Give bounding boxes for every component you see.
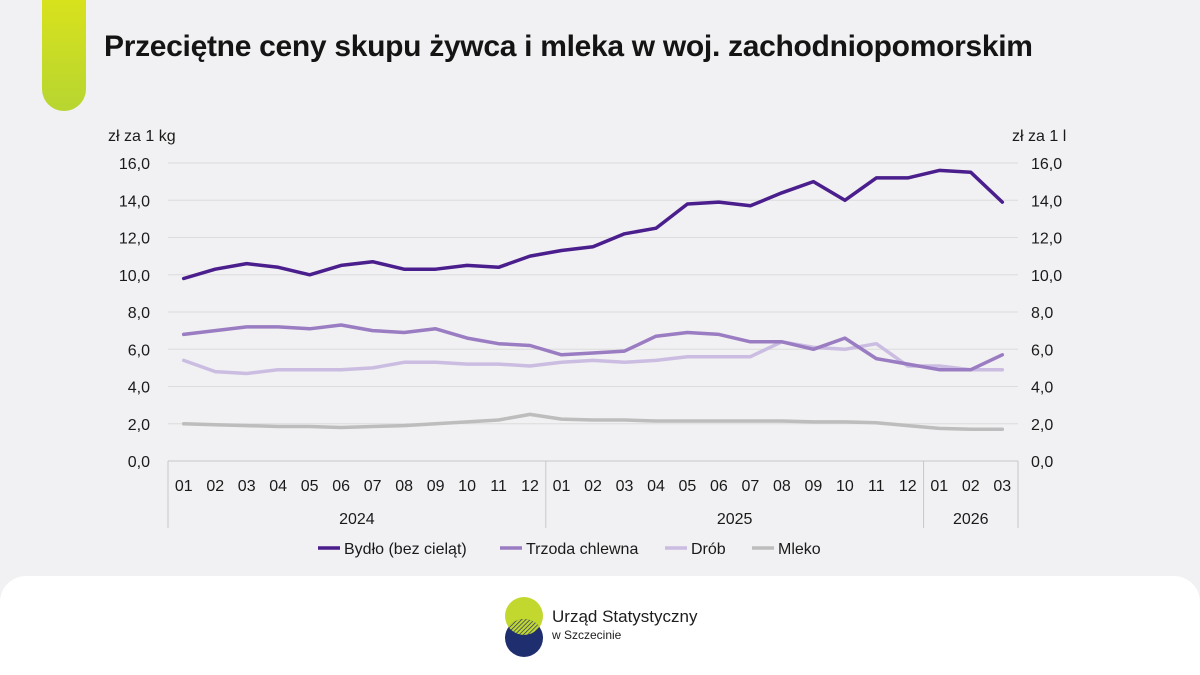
x-tick-label: 05 [301, 478, 319, 495]
x-tick-label: 08 [395, 478, 413, 495]
y-axis-label-right: zł za 1 l [1012, 128, 1066, 145]
series-line [181, 412, 1005, 432]
x-tick-label: 02 [584, 478, 602, 495]
x-tick-label: 07 [364, 478, 382, 495]
y-tick-label-left: 6,0 [128, 342, 150, 359]
x-tick-label: 03 [616, 478, 634, 495]
footer: Urząd Statystyczny w Szczecinie [0, 576, 1200, 675]
x-tick-label: 12 [521, 478, 539, 495]
year-label: 2024 [339, 511, 375, 528]
y-tick-label-left: 14,0 [119, 193, 150, 210]
y-tick-label-left: 2,0 [128, 417, 150, 434]
x-tick-label: 03 [238, 478, 256, 495]
chart-title: Przeciętne ceny skupu żywca i mleka w wo… [104, 30, 1033, 63]
y-tick-label-left: 0,0 [128, 454, 150, 471]
x-tick-label: 05 [679, 478, 697, 495]
y-tick-label-right: 16,0 [1031, 156, 1062, 173]
y-tick-label-right: 0,0 [1031, 454, 1053, 471]
accent-tab [42, 0, 86, 111]
x-tick-label: 03 [993, 478, 1011, 495]
x-tick-label: 12 [899, 478, 917, 495]
x-tick-label: 10 [458, 478, 476, 495]
year-label: 2026 [953, 511, 989, 528]
year-label: 2025 [717, 511, 753, 528]
legend: Bydło (bez cieląt) Trzoda chlewna Drób Mlek… [318, 541, 821, 558]
x-tick-label: 06 [710, 478, 728, 495]
y-tick-label-left: 16,0 [119, 156, 150, 173]
y-tick-label-left: 4,0 [128, 380, 150, 397]
legend-label: Drób [691, 541, 726, 558]
x-tick-label: 11 [868, 478, 885, 495]
series-line [181, 323, 1005, 372]
series-line [181, 340, 1005, 376]
logo-city: w Szczecinie [552, 628, 622, 642]
x-tick-label: 10 [836, 478, 854, 495]
logo-name: Urząd Statystyczny [552, 607, 698, 626]
line-chart: 0,0 0,0 2,0 2,0 4,0 4,0 6,0 6,0 8,0 8,0 10,0 10,0 12… [108, 128, 1066, 558]
x-tick-label: 08 [773, 478, 791, 495]
x-tick-label: 09 [427, 478, 445, 495]
x-tick-label: 04 [269, 478, 287, 495]
x-tick-label: 07 [742, 478, 760, 495]
y-tick-label-right: 6,0 [1031, 342, 1053, 359]
x-tick-label: 02 [962, 478, 980, 495]
series-line [181, 168, 1005, 281]
y-tick-label-right: 4,0 [1031, 380, 1053, 397]
x-tick-label: 01 [930, 478, 948, 495]
x-tick-label: 09 [804, 478, 822, 495]
y-tick-label-right: 2,0 [1031, 417, 1053, 434]
x-tick-label: 06 [332, 478, 350, 495]
logo-mark-icon [505, 597, 543, 657]
y-tick-label-right: 14,0 [1031, 193, 1062, 210]
y-tick-label-left: 8,0 [128, 305, 150, 322]
y-tick-label-right: 8,0 [1031, 305, 1053, 322]
y-tick-label-left: 12,0 [119, 231, 150, 248]
x-tick-label: 01 [175, 478, 193, 495]
legend-label: Bydło (bez cieląt) [344, 541, 467, 558]
x-tick-label: 02 [206, 478, 224, 495]
logo: Urząd Statystyczny w Szczecinie [500, 594, 710, 658]
legend-label: Mleko [778, 541, 821, 558]
x-tick-label: 01 [553, 478, 571, 495]
x-tick-label: 04 [647, 478, 665, 495]
legend-label: Trzoda chlewna [526, 541, 638, 558]
y-tick-label-right: 12,0 [1031, 231, 1062, 248]
y-tick-label-right: 10,0 [1031, 268, 1062, 285]
y-tick-label-left: 10,0 [119, 268, 150, 285]
axes: 0,0 0,0 2,0 2,0 4,0 4,0 6,0 6,0 8,0 8,0 10,0 10,0 12… [108, 128, 1066, 528]
series-lines [181, 168, 1005, 432]
x-tick-label: 11 [490, 478, 507, 495]
y-axis-label-left: zł za 1 kg [108, 128, 176, 145]
gridlines [168, 162, 1018, 425]
